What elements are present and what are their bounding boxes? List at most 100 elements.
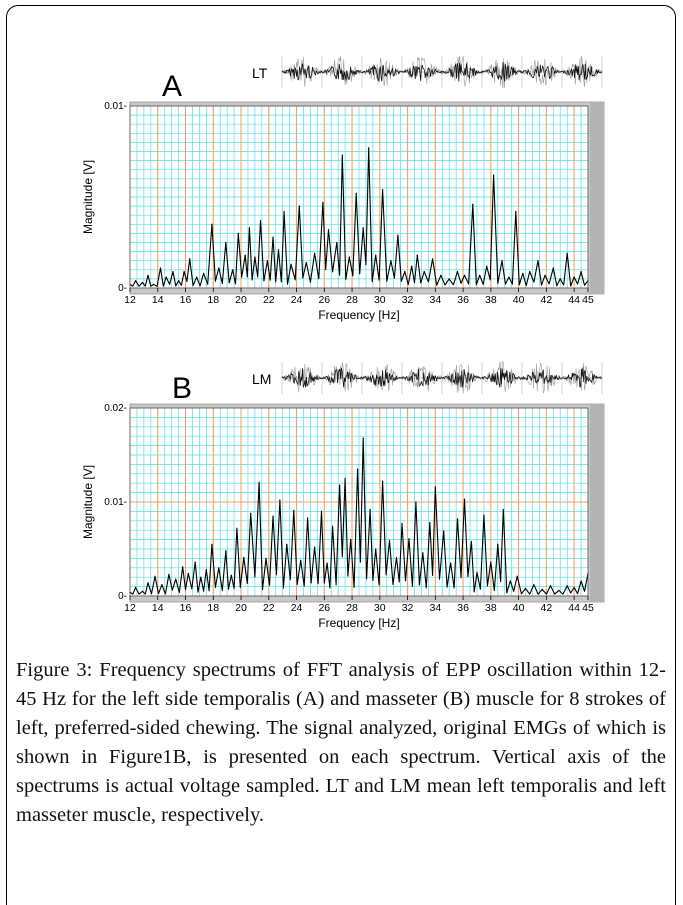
spectrum-point [231, 575, 232, 576]
spectrum-point [175, 579, 176, 580]
spectrum-point [457, 271, 458, 272]
spectrum-point [497, 544, 498, 545]
spectrum-point [435, 486, 436, 487]
spectrum-point [449, 278, 450, 279]
spectrum-point [382, 481, 383, 482]
x-tick-label: 24 [291, 602, 303, 614]
spectrum-point [429, 522, 430, 523]
spectrum-point [493, 175, 494, 176]
spectrum-point [314, 547, 315, 548]
x-tick-label: 40 [513, 602, 525, 614]
spectrum-point [184, 271, 185, 272]
spectrum-point [574, 587, 575, 588]
x-tick-label: 16 [180, 602, 192, 614]
spectrum-point [529, 271, 530, 272]
spectrum-point [236, 528, 237, 529]
x-tick-label: 12 [124, 294, 136, 306]
figure-caption: Figure 3: Frequency spectrums of FFT ana… [16, 656, 666, 830]
x-tick-label: 20 [235, 294, 247, 306]
spectrum-point [464, 499, 465, 500]
spectrum-point [327, 563, 328, 564]
spectrum-point [332, 526, 333, 527]
spectrum-point [182, 566, 183, 567]
spectrum-point [350, 539, 351, 540]
spectrum-point [189, 258, 190, 259]
spectrum-point [501, 260, 502, 261]
spectrum-point [375, 255, 376, 256]
spectrum-point [415, 501, 416, 502]
spectrum-point [284, 211, 285, 212]
spectrum-panel-b: B LM 0.02- 0.01- 0- 12 14 16 18 20 22 24 26 28 30 32 34 3… [72, 348, 612, 640]
spectrum-point [154, 576, 155, 577]
x-tick-label: 34 [429, 602, 441, 614]
spectrum-point [368, 147, 369, 148]
spectrum-point [153, 284, 154, 285]
spectrum-point [272, 236, 273, 237]
spectrum-point [450, 563, 451, 564]
spectrum-point [249, 227, 250, 228]
plot-frame-shadow [590, 404, 604, 602]
spectrum-point [581, 580, 582, 581]
spectrum-point [349, 257, 350, 258]
spectrum-point [567, 585, 568, 586]
spectrum-point [517, 576, 518, 577]
spectrum-point [196, 277, 197, 278]
spectrum-point [259, 482, 260, 483]
spectrum-point [206, 569, 207, 570]
y-axis-label: Magnitude [V] [81, 160, 95, 234]
spectrum-point [490, 562, 491, 563]
x-tick-label: 30 [374, 294, 386, 306]
spectrum-point [218, 567, 219, 568]
spectrum-point [401, 523, 402, 524]
y-tick-label: 0.01- [104, 101, 127, 112]
y-tick-label: 0- [118, 283, 127, 294]
spectrum-point [225, 550, 226, 551]
plot-frame-shadow [590, 102, 604, 294]
spectrum-point [260, 220, 261, 221]
spectrum-point [166, 277, 167, 278]
x-tick-label: 14 [152, 294, 164, 306]
spectrum-point [188, 573, 189, 574]
x-tick-label: 34 [429, 294, 441, 306]
emg-strip-lm [282, 362, 602, 395]
spectrum-point [411, 266, 412, 267]
spectrum-point [195, 562, 196, 563]
spectrum-point [404, 271, 405, 272]
x-tick-label: 18 [207, 602, 219, 614]
spectrum-point [422, 552, 423, 553]
spectrum-panel-a: A LT 0.01- 0- 12 14 16 18 20 22 24 26 28 30 32 34 36 38 40… [72, 40, 612, 340]
spectrum-point [306, 262, 307, 263]
spectrum-point [476, 572, 477, 573]
spectrum-point [522, 273, 523, 274]
spectrum-point [267, 260, 268, 261]
x-tick-label: 38 [485, 294, 497, 306]
spectrum-point [178, 280, 179, 281]
y-tick-label: 0- [118, 591, 127, 602]
spectrum-point [172, 271, 173, 272]
spectrum-point [200, 577, 201, 578]
spectrum-point [424, 271, 425, 272]
x-axis-label: Frequency [Hz] [318, 616, 399, 630]
spectrum-point [417, 255, 418, 256]
spectrum-point [574, 277, 575, 278]
panel-letter-b: B [172, 372, 192, 405]
spectrum-point [225, 242, 226, 243]
spectrum-point [567, 253, 568, 254]
spectrum-point [265, 558, 266, 559]
spectrum-point [238, 233, 239, 234]
spectrum-point [357, 469, 358, 470]
x-tick-label: 20 [235, 602, 247, 614]
x-tick-label: 45 [582, 294, 594, 306]
spectrum-point [243, 557, 244, 558]
spectrum-point [290, 264, 291, 265]
spectrum-point [142, 282, 143, 283]
x-tick-label: 36 [457, 294, 469, 306]
spectrum-point [272, 516, 273, 517]
x-tick-label: 30 [374, 602, 386, 614]
spectrum-point [457, 518, 458, 519]
spectrum-point [537, 260, 538, 261]
spectrum-point [503, 509, 504, 510]
spectrum-point [432, 258, 433, 259]
x-tick-label: 40 [513, 294, 525, 306]
x-axis-label: Frequency [Hz] [318, 308, 399, 322]
